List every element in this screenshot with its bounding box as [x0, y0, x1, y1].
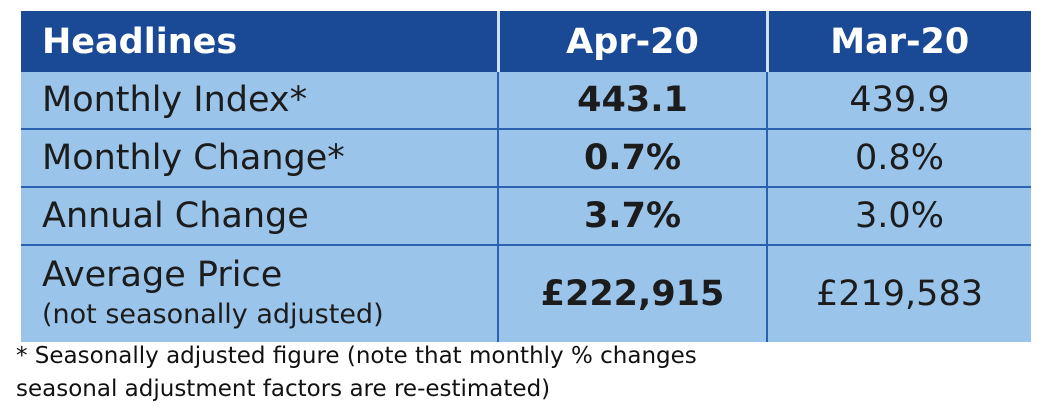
table-header-row: Headlines Apr-20 Mar-20	[21, 11, 1031, 72]
table-row-annual-change: Annual Change 3.7% 3.0%	[21, 186, 1031, 245]
value-mar: 3.0%	[767, 186, 1031, 245]
header-apr-20: Apr-20	[498, 11, 769, 72]
row-label: Monthly Index*	[21, 72, 499, 129]
row-sublabel: (not seasonally adjusted)	[42, 299, 384, 330]
value-apr: 443.1	[498, 72, 768, 129]
row-label: Monthly Change*	[21, 128, 499, 187]
value-apr: 0.7%	[498, 128, 768, 187]
header-headlines: Headlines	[21, 11, 500, 72]
value-mar: £219,583	[767, 244, 1031, 342]
row-label: Annual Change	[21, 186, 499, 245]
table-row-average-price: Average Price (not seasonally adjusted) …	[21, 244, 1031, 342]
table-row-monthly-index: Monthly Index* 443.1 439.9	[21, 72, 1031, 129]
headlines-table-container: Headlines Apr-20 Mar-20 Monthly Index* 4…	[21, 11, 1031, 342]
value-apr: £222,915	[498, 244, 768, 342]
value-mar: 0.8%	[767, 128, 1031, 187]
footnote-line-1: * Seasonally adjusted figure (note that …	[16, 343, 697, 369]
row-label: Average Price	[42, 255, 283, 295]
footnote: * Seasonally adjusted figure (note that …	[16, 340, 1036, 406]
value-apr: 3.7%	[498, 186, 768, 245]
table-row-monthly-change: Monthly Change* 0.7% 0.8%	[21, 128, 1031, 187]
value-mar: 439.9	[849, 80, 950, 120]
header-mar-20: Mar-20	[767, 11, 1031, 72]
row-label-cell: Average Price (not seasonally adjusted)	[21, 244, 499, 342]
footnote-line-2: seasonal adjustment factors are re-estim…	[16, 376, 551, 402]
headlines-table: Headlines Apr-20 Mar-20 Monthly Index* 4…	[21, 11, 1031, 342]
